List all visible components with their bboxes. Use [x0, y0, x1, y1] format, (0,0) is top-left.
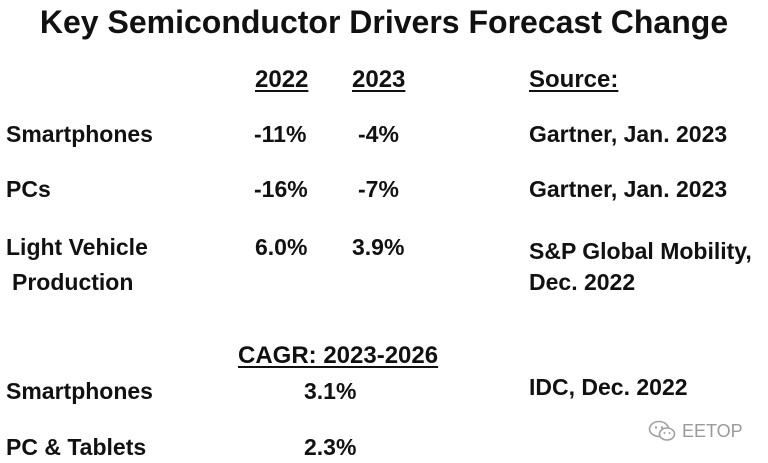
watermark-text: EETOP: [682, 420, 743, 441]
row-label-smartphones: Smartphones: [6, 121, 153, 147]
row-value-2023: -7%: [358, 176, 399, 202]
cagr-header: CAGR: 2023-2026: [238, 342, 439, 369]
cagr-label-smartphones: Smartphones: [6, 378, 153, 404]
header-year-2023: 2023: [352, 66, 406, 93]
cagr-source: IDC, Dec. 2022: [529, 374, 688, 400]
row-value-2023: 3.9%: [352, 234, 405, 260]
row-source: Gartner, Jan. 2023: [529, 176, 728, 202]
row-value-2022: -16%: [254, 176, 308, 202]
row-value-2022: -11%: [254, 121, 307, 147]
cagr-value: 2.3%: [304, 434, 357, 460]
header-source: Source:: [529, 66, 619, 93]
row-value-2022: 6.0%: [255, 234, 308, 260]
cagr-value: 3.1%: [304, 378, 357, 404]
wechat-icon: [648, 420, 676, 442]
watermark: EETOP: [648, 420, 743, 442]
row-source: Gartner, Jan. 2023: [529, 121, 728, 147]
row-source-line1: S&P Global Mobility,: [529, 238, 752, 264]
page-title: Key Semiconductor Drivers Forecast Chang…: [39, 4, 729, 40]
row-label-pcs: PCs: [6, 176, 51, 202]
cagr-label-pc-tablets: PC & Tablets: [6, 434, 147, 460]
row-source-line2: Dec. 2022: [529, 269, 636, 295]
row-value-2023: -4%: [358, 121, 399, 147]
row-label-light-vehicle: Light Vehicle: [6, 234, 148, 260]
row-label-production: Production: [12, 269, 134, 295]
header-year-2022: 2022: [255, 66, 309, 93]
